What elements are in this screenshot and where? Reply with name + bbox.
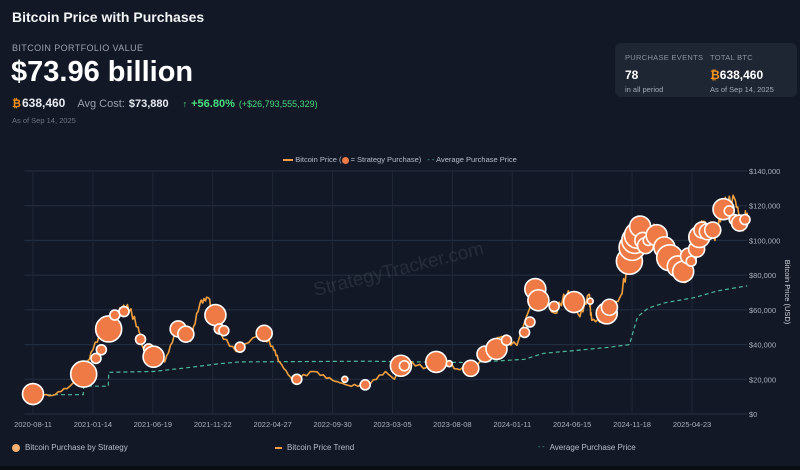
purchase-bubble[interactable] [255,324,273,343]
y-tick-label: $140,000 [749,167,780,176]
y-tick-label: $0 [749,410,757,419]
y-tick-label: $40,000 [749,341,776,350]
purchase-bubble[interactable] [21,382,45,406]
bubble-swatch-icon [12,443,20,452]
legend-price[interactable]: Bitcoin Price ( = Strategy Purchase) [283,155,423,164]
purchase-bubble[interactable] [118,305,130,318]
purchase-bubble[interactable] [461,359,480,378]
avg-cost-label: Avg Cost: [77,98,125,110]
purchase-bubble[interactable] [703,221,722,239]
as-of-date: As of Sep 14, 2025 [12,116,76,125]
portfolio-stats: ₿ 638,460 Avg Cost: $73,880 ↑ +56.80% (+… [12,96,318,110]
total-btc-value: 638,460 [719,68,764,82]
x-tick-label: 2022-04-27 [253,420,291,429]
purchase-bubble[interactable] [548,300,560,313]
line-swatch-icon [275,446,282,449]
x-tick-label: 2024-01-11 [493,420,531,429]
total-btc-label: TOTAL BTC [710,53,753,62]
chart-legend: Bitcoin Price ( = Strategy Purchase) - -… [0,155,800,164]
bottom-border [0,466,800,470]
legend-purchase[interactable]: Bitcoin Purchase by Strategy [12,443,128,452]
purchase-events-label: PURCHASE EVENTS [625,53,704,62]
x-tick-label: 2021-01-14 [74,420,112,429]
portfolio-value-label: BITCOIN PORTFOLIO VALUE [12,43,144,53]
purchase-bubble[interactable] [142,345,165,369]
average-price-line [33,285,748,396]
purchase-bubble[interactable] [341,375,349,384]
watermark: StrategyTracker.com [311,238,485,301]
y-axis-label: Bitcoin Price (USD) [783,260,792,325]
x-tick-label: 2023-08-08 [433,420,471,429]
arrow-up-icon: ↑ [182,99,188,109]
dash-swatch-icon: - - [427,155,435,164]
x-tick-label: 2025-04-23 [673,420,711,429]
purchase-bubble[interactable] [95,343,108,356]
x-tick-label: 2022-09-30 [313,420,351,429]
purchase-bubble[interactable] [518,326,531,339]
y-tick-label: $80,000 [749,271,776,280]
purchase-bubble[interactable] [500,334,513,347]
purchase-bubble[interactable] [685,255,698,268]
summary-card: PURCHASE EVENTS 78 in all period TOTAL B… [615,43,797,97]
total-btc-sub: As of Sep 14, 2025 [710,85,774,94]
line-swatch-icon [283,159,294,162]
purchase-bubble[interactable] [398,359,411,372]
x-tick-label: 2021-06-19 [134,420,172,429]
y-tick-label: $100,000 [749,236,780,245]
x-tick-label: 2020-08-11 [14,420,52,429]
purchase-bubble[interactable] [524,316,536,328]
purchase-events-value: 78 [625,68,639,82]
purchase-bubble[interactable] [527,289,550,312]
legend-trend[interactable]: Bitcoin Price Trend [275,443,354,452]
x-tick-label: 2021-11-22 [194,420,232,429]
purchase-bubble[interactable] [291,373,303,386]
chart-title: Bitcoin Price with Purchases [12,9,205,25]
gain-absolute: (+$26,793,555,329) [238,99,318,109]
purchase-bubble[interactable] [586,297,595,305]
purchase-bubble[interactable] [723,205,736,217]
bubble-swatch-icon [341,156,349,164]
purchase-bubble[interactable] [234,341,246,353]
purchase-bubble[interactable] [69,360,98,388]
purchase-bubble[interactable] [562,290,586,314]
purchase-events-sub: in all period [625,85,664,94]
bitcoin-icon: ₿ [710,68,720,82]
purchase-bubble[interactable] [134,333,147,346]
purchase-bubble[interactable] [90,352,102,365]
x-tick-label: 2024-06-15 [553,420,591,429]
portfolio-value: $73.96 billion [11,56,194,88]
y-tick-label: $120,000 [749,202,780,211]
avg-cost-value: $73,880 [128,98,169,110]
x-tick-label: 2023-03-05 [373,420,411,429]
purchase-bubble[interactable] [424,350,448,374]
legend-avg[interactable]: - - Average Purchase Price [427,155,517,164]
y-tick-label: $60,000 [749,306,776,315]
legend-avg-bottom[interactable]: - - Average Purchase Price [538,443,636,452]
btc-holdings: 638,460 [21,96,66,110]
purchase-bubble[interactable] [94,315,123,343]
purchase-bubble[interactable] [218,324,230,337]
purchase-bubble[interactable] [600,298,619,317]
purchase-bubble[interactable] [177,325,195,343]
purchase-bubble[interactable] [359,379,371,391]
dash-swatch-icon: - - [538,444,545,451]
purchase-bubble[interactable] [445,359,454,368]
y-tick-label: $20,000 [749,375,776,384]
purchase-bubble[interactable] [739,213,751,226]
x-tick-label: 2024-11-18 [613,420,651,429]
purchase-bubble[interactable] [204,303,227,327]
purchase-bubble[interactable] [485,337,508,361]
bitcoin-icon: ₿ [12,98,21,110]
gain-percent: +56.80% [191,98,235,110]
